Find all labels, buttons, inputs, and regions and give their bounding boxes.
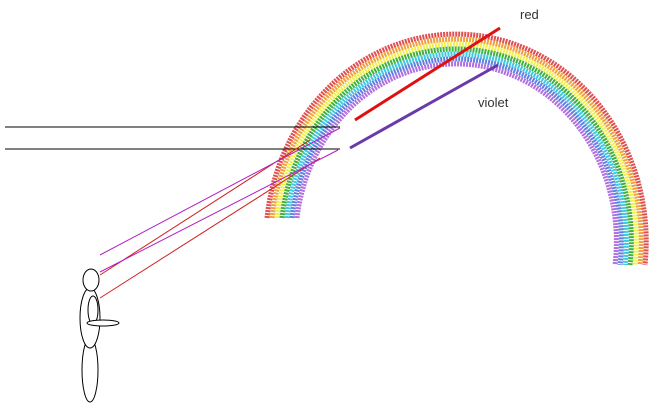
hand [86,319,120,327]
band-yellow [274,41,639,266]
violet-sight-line [99,149,339,273]
band-orange [269,36,644,266]
red-label: red [520,7,539,22]
red-sight-line [99,157,321,299]
rainbow [264,31,649,266]
violet-label: violet [478,95,509,110]
violet-sight-line [99,127,341,256]
band-violet [294,61,619,266]
band-blue [289,56,624,266]
band-red [264,31,649,266]
violet-ray [349,63,499,150]
observer [79,268,120,403]
band-green [279,46,634,266]
band-cyan [284,51,629,266]
head [82,268,100,292]
red-ray [354,26,501,122]
